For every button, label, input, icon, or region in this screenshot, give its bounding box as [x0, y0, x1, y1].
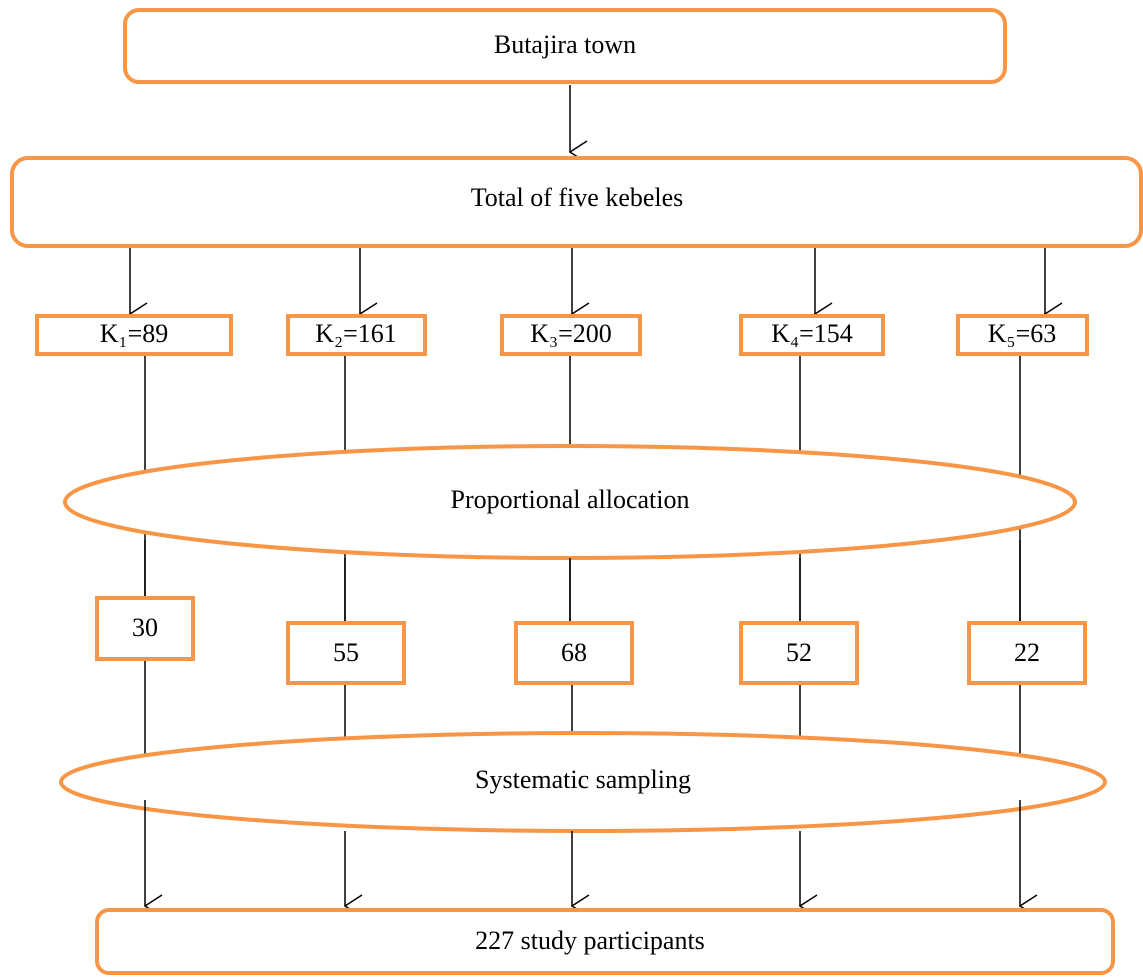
sample-box: [514, 621, 634, 685]
sample-label: 22: [1014, 638, 1040, 667]
sample-box: [95, 596, 195, 661]
kebeles-total-box: [10, 156, 1143, 248]
result-box: [95, 908, 1115, 975]
town-box: [123, 8, 1007, 84]
kebele-box: [956, 314, 1089, 356]
sampling-ellipse: [59, 731, 1107, 833]
kebeles-total-label: Total of five kebeles: [471, 183, 684, 212]
arrows-to-kebeles: [128, 248, 1063, 326]
arrows-to-result: [143, 800, 1038, 918]
result-label: 227 study participants: [475, 926, 705, 955]
kebele-label: K₁=89: [100, 319, 169, 348]
sampling-label: Systematic sampling: [475, 765, 691, 794]
kebele-label: K₄=154: [771, 319, 853, 348]
kebele-box: [286, 314, 427, 356]
connectors: [144, 540, 1021, 623]
kebele-label: K₅=63: [988, 319, 1057, 348]
kebele-label: K₃=200: [530, 319, 612, 348]
kebele-box: [500, 314, 642, 356]
kebele-box: [739, 314, 885, 356]
sample-label: 55: [333, 638, 359, 667]
sample-label: 52: [786, 638, 812, 667]
sample-box: [286, 621, 406, 685]
allocation-label: Proportional allocation: [450, 485, 689, 514]
kebele-box: [35, 314, 233, 356]
sample-label: 68: [561, 638, 587, 667]
sample-label: 30: [132, 613, 158, 642]
kebele-label: K₂=161: [315, 319, 397, 348]
sample-box: [739, 621, 859, 685]
sample-box: [967, 621, 1087, 685]
town-label: Butajira town: [494, 30, 636, 59]
